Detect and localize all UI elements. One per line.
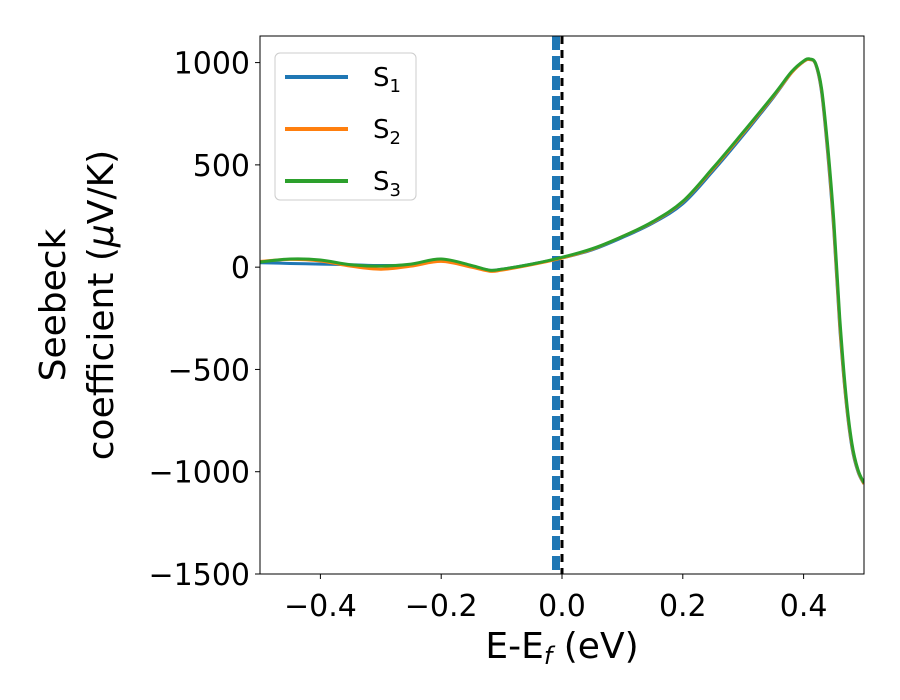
- legend-label-s3: S3: [373, 167, 401, 201]
- y-tick-label: 1000: [174, 47, 250, 82]
- series-line-s3: [260, 57, 864, 484]
- legend-label-s1: S1: [373, 63, 401, 97]
- legend: S1 S2 S3: [274, 52, 417, 201]
- y-tick-label: 500: [193, 149, 250, 184]
- x-tick-label: 0.4: [780, 589, 828, 624]
- series-group: [260, 57, 864, 485]
- x-axis-label: E-Ef (eV): [485, 626, 638, 670]
- legend-box: [274, 52, 417, 201]
- x-axis-ticks: −0.4 −0.2 0.0 0.2 0.4: [284, 574, 827, 624]
- x-tick-label: −0.4: [284, 589, 357, 624]
- y-tick-label: −500: [168, 353, 250, 388]
- x-tick-label: −0.2: [405, 589, 478, 624]
- x-tick-label: 0.0: [538, 589, 586, 624]
- y-axis-label-line1: Seebeck: [33, 228, 74, 381]
- y-tick-label: 0: [231, 251, 250, 286]
- y-tick-label: −1000: [149, 456, 250, 491]
- y-axis-label: Seebeck coefficient (μV/K): [33, 150, 122, 460]
- x-tick-label: 0.2: [659, 589, 707, 624]
- y-tick-label: −1500: [149, 558, 250, 593]
- fermi-level-line-group: [552, 36, 564, 574]
- y-axis-ticks: −1500 −1000 −500 0 500 1000: [149, 47, 260, 593]
- legend-label-s2: S2: [373, 115, 401, 149]
- y-axis-label-line2: coefficient (μV/K): [81, 150, 122, 460]
